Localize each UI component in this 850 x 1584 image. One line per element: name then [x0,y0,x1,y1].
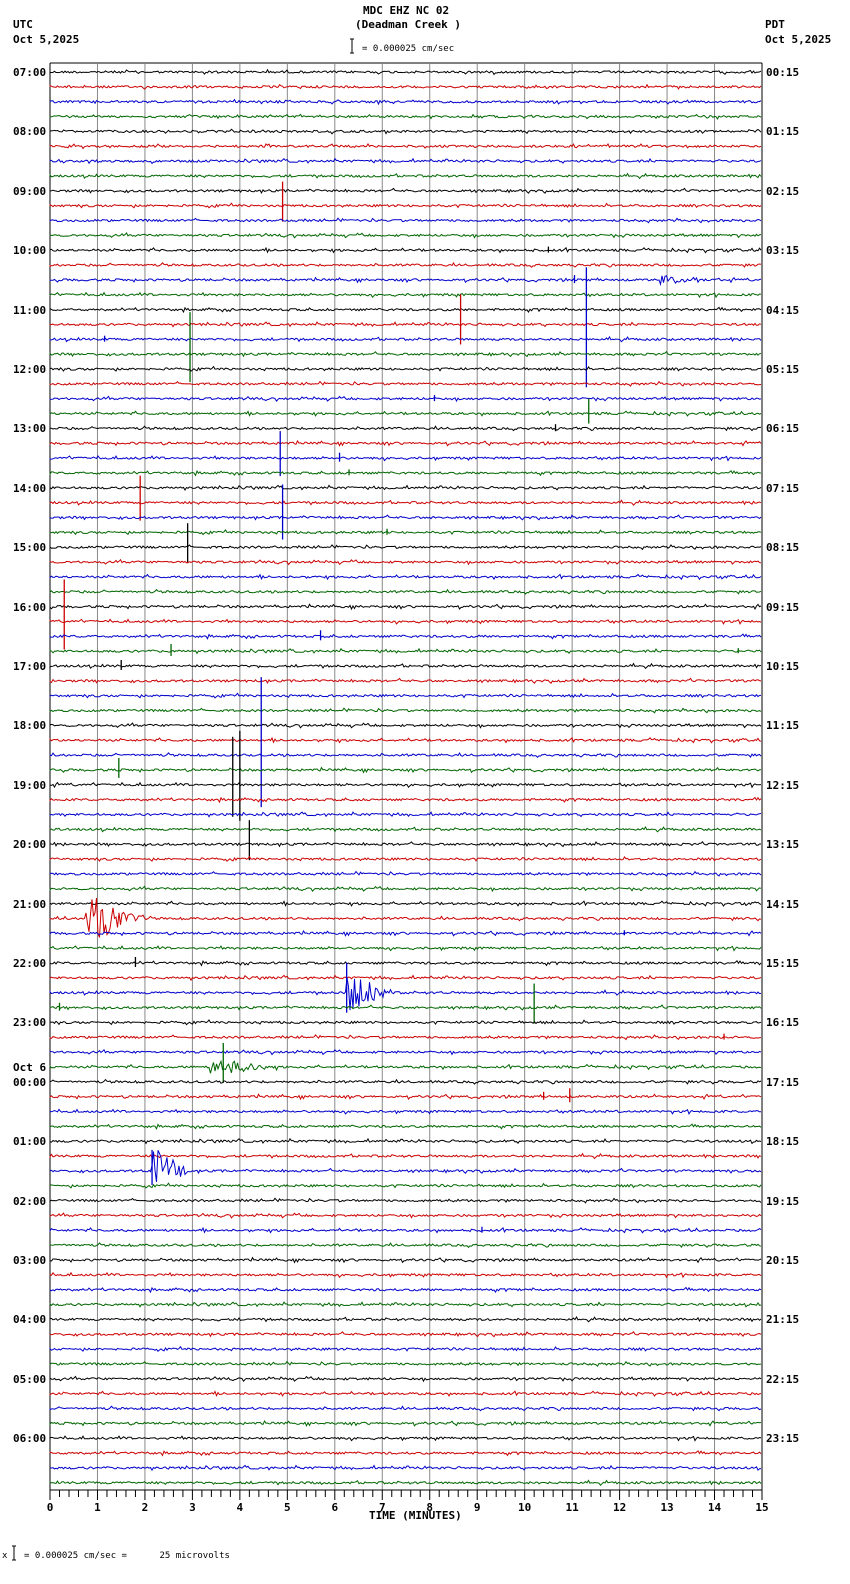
pdt-hour-label: 22:15 [766,1372,800,1386]
utc-hour-label: 18:00 [13,719,47,733]
footer-marker: x [2,1551,8,1561]
pdt-hour-label: 00:15 [766,66,800,79]
x-tick-label: 11 [566,1501,580,1514]
scale-bar-icon [350,38,354,54]
pdt-hour-label: 11:15 [766,719,800,733]
x-tick-label: 9 [474,1501,481,1514]
pdt-hour-label: 03:15 [766,244,800,258]
utc-hour-label: 10:00 [13,244,47,258]
x-tick-label: 1 [94,1501,101,1514]
pdt-hour-label: 05:15 [766,363,800,376]
pdt-hour-label: 16:15 [766,1016,800,1030]
date-change-label: Oct 6 [13,1060,47,1074]
utc-hour-label: 06:00 [13,1432,47,1446]
utc-hour-label: 15:00 [13,541,47,555]
utc-hour-label: 17:00 [13,660,47,673]
x-tick-label: 0 [47,1501,54,1514]
pdt-hour-label: 15:15 [766,957,800,970]
x-tick-label: 6 [331,1501,338,1514]
pdt-hour-label: 09:15 [766,600,800,614]
utc-hour-label: 23:00 [13,1016,47,1030]
utc-hour-label: 05:00 [13,1372,47,1386]
right-date: Oct 5,2025 [765,33,832,46]
utc-hour-label: 09:00 [13,184,47,198]
utc-hour-label: 13:00 [13,422,47,436]
pdt-hour-label: 20:15 [766,1254,800,1267]
pdt-hour-label: 19:15 [766,1194,800,1208]
utc-hour-label: 02:00 [13,1194,47,1208]
x-tick-label: 10 [518,1501,531,1514]
station-title: MDC EHZ NC 02 [363,4,450,17]
pdt-hour-label: 21:15 [766,1313,800,1327]
left-timezone: UTC [13,18,33,31]
pdt-hour-label: 14:15 [766,897,800,911]
utc-hour-label: 21:00 [13,897,47,911]
station-subtitle: (Deadman Creek ) [355,18,461,31]
x-tick-label: 14 [708,1501,722,1514]
right-timezone: PDT [765,18,785,31]
pdt-hour-label: 08:15 [766,541,800,555]
utc-hour-label: 00:00 [13,1075,47,1089]
utc-hour-label: 22:00 [13,957,47,970]
pdt-hour-label: 02:15 [766,184,800,198]
pdt-hour-label: 17:15 [766,1075,800,1089]
utc-hour-label: 01:00 [13,1135,47,1149]
pdt-hour-label: 12:15 [766,778,800,792]
utc-hour-label: 03:00 [13,1254,47,1267]
x-tick-label: 2 [142,1501,149,1514]
scale-label: = 0.000025 cm/sec [362,44,455,54]
utc-hour-label: 12:00 [13,363,47,376]
x-tick-label: 4 [237,1501,244,1514]
pdt-hour-label: 18:15 [766,1135,800,1149]
x-tick-label: 8 [426,1501,433,1514]
utc-hour-label: 07:00 [13,66,47,79]
footer-scale-note: = 0.000025 cm/sec = 25 microvolts [24,1551,230,1561]
pdt-hour-label: 07:15 [766,481,800,495]
utc-hour-label: 08:00 [13,125,47,139]
x-axis-label: TIME (MINUTES) [369,1509,462,1522]
utc-hour-label: 16:00 [13,600,47,614]
pdt-hour-label: 10:15 [766,660,800,673]
utc-hour-label: 20:00 [13,838,47,852]
footer-scale-bar-icon [12,1545,16,1561]
x-tick-label: 12 [613,1501,626,1514]
x-tick-label: 5 [284,1501,291,1514]
utc-hour-label: 11:00 [13,303,47,317]
pdt-hour-label: 06:15 [766,422,800,436]
utc-hour-label: 04:00 [13,1313,47,1327]
pdt-hour-label: 13:15 [766,838,800,852]
x-tick-label: 3 [189,1501,196,1514]
pdt-hour-label: 01:15 [766,125,800,139]
utc-hour-label: 14:00 [13,481,47,495]
x-tick-label: 15 [755,1501,768,1514]
utc-hour-label: 19:00 [13,778,47,792]
left-date: Oct 5,2025 [13,33,80,46]
x-tick-label: 7 [379,1501,386,1514]
x-tick-label: 13 [660,1501,673,1514]
pdt-hour-label: 04:15 [766,303,800,317]
pdt-hour-label: 23:15 [766,1432,800,1446]
